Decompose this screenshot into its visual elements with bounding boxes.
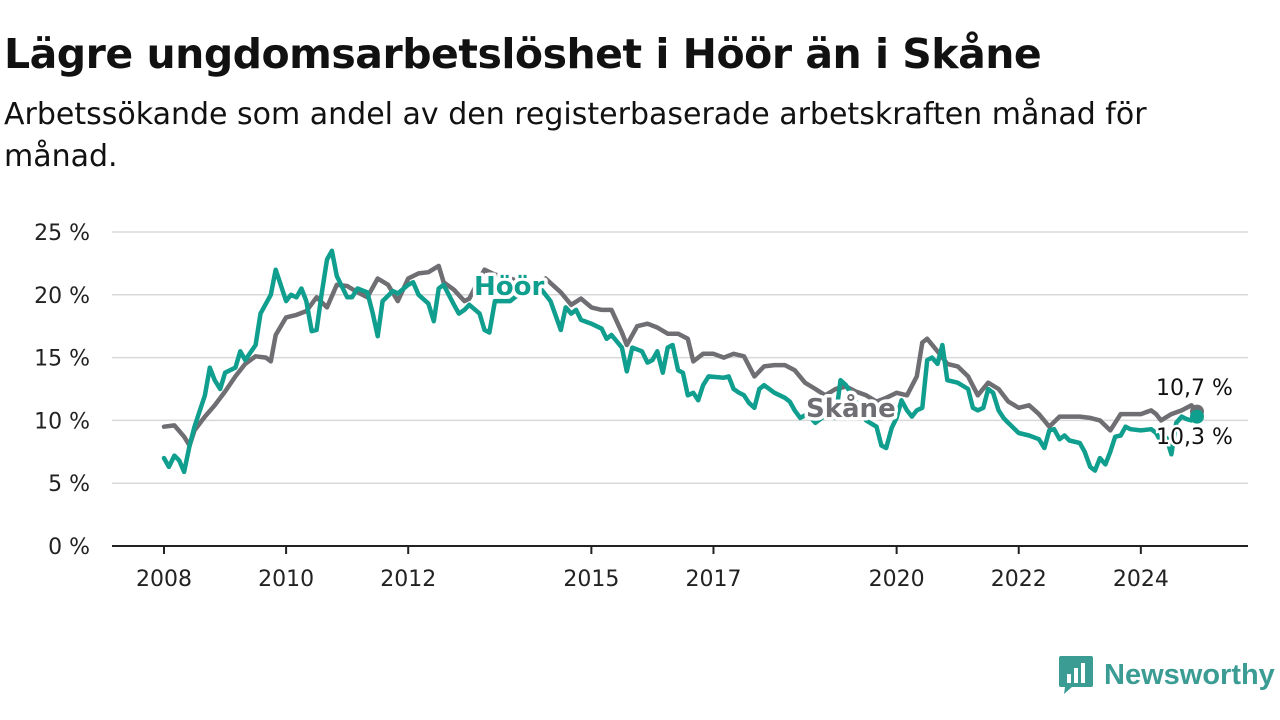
chart-subtitle: Arbetssökande som andel av den registerb…: [4, 97, 1147, 174]
x-tick-label: 2022: [991, 567, 1047, 592]
x-tick-label: 2017: [685, 567, 741, 592]
chart-title: Lägre ungdomsarbetslöshet i Höör än i Sk…: [4, 30, 1042, 78]
end-value-label-h-r: 10,3 %: [1156, 425, 1233, 450]
x-tick-label: 2008: [136, 567, 192, 592]
y-tick-label: 25 %: [34, 221, 90, 246]
y-axis-ticks: 0 % 5 % 10 % 15 % 20 % 25 %: [34, 221, 90, 560]
x-tick-label: 2012: [380, 567, 436, 592]
brand-name: Newsworthy: [1104, 658, 1275, 691]
end-value-label-sk-ne: 10,7 %: [1156, 376, 1233, 401]
series-label-h-r: Höör: [474, 272, 544, 302]
newsworthy-logo[interactable]: Newsworthy: [1058, 654, 1275, 696]
gridlines: [112, 231, 1248, 484]
series-labels: Skåne 10,7 % Höör 10,3 %: [471, 269, 1236, 453]
chart-bubble-icon: [1059, 656, 1093, 694]
y-tick-label: 15 %: [34, 347, 90, 372]
x-tick-label: 2010: [258, 567, 314, 592]
x-tick-label: 2020: [869, 567, 925, 592]
series-line-h-r: [161, 248, 1200, 475]
y-tick-label: 5 %: [48, 472, 90, 497]
x-axis: 2008 2010 2012 2015 2017 2020 2022 2024: [112, 545, 1248, 592]
x-tick-label: 2015: [563, 567, 619, 592]
x-tick-label: 2024: [1113, 567, 1169, 592]
y-tick-label: 20 %: [34, 284, 90, 309]
series-lines: [161, 248, 1204, 475]
series-line-sk-ne: [161, 263, 1200, 448]
y-tick-label: 0 %: [48, 535, 90, 560]
end-point-h-r: [1190, 409, 1204, 424]
series-label-sk-ne: Skåne: [806, 392, 896, 424]
y-tick-label: 10 %: [34, 409, 90, 434]
